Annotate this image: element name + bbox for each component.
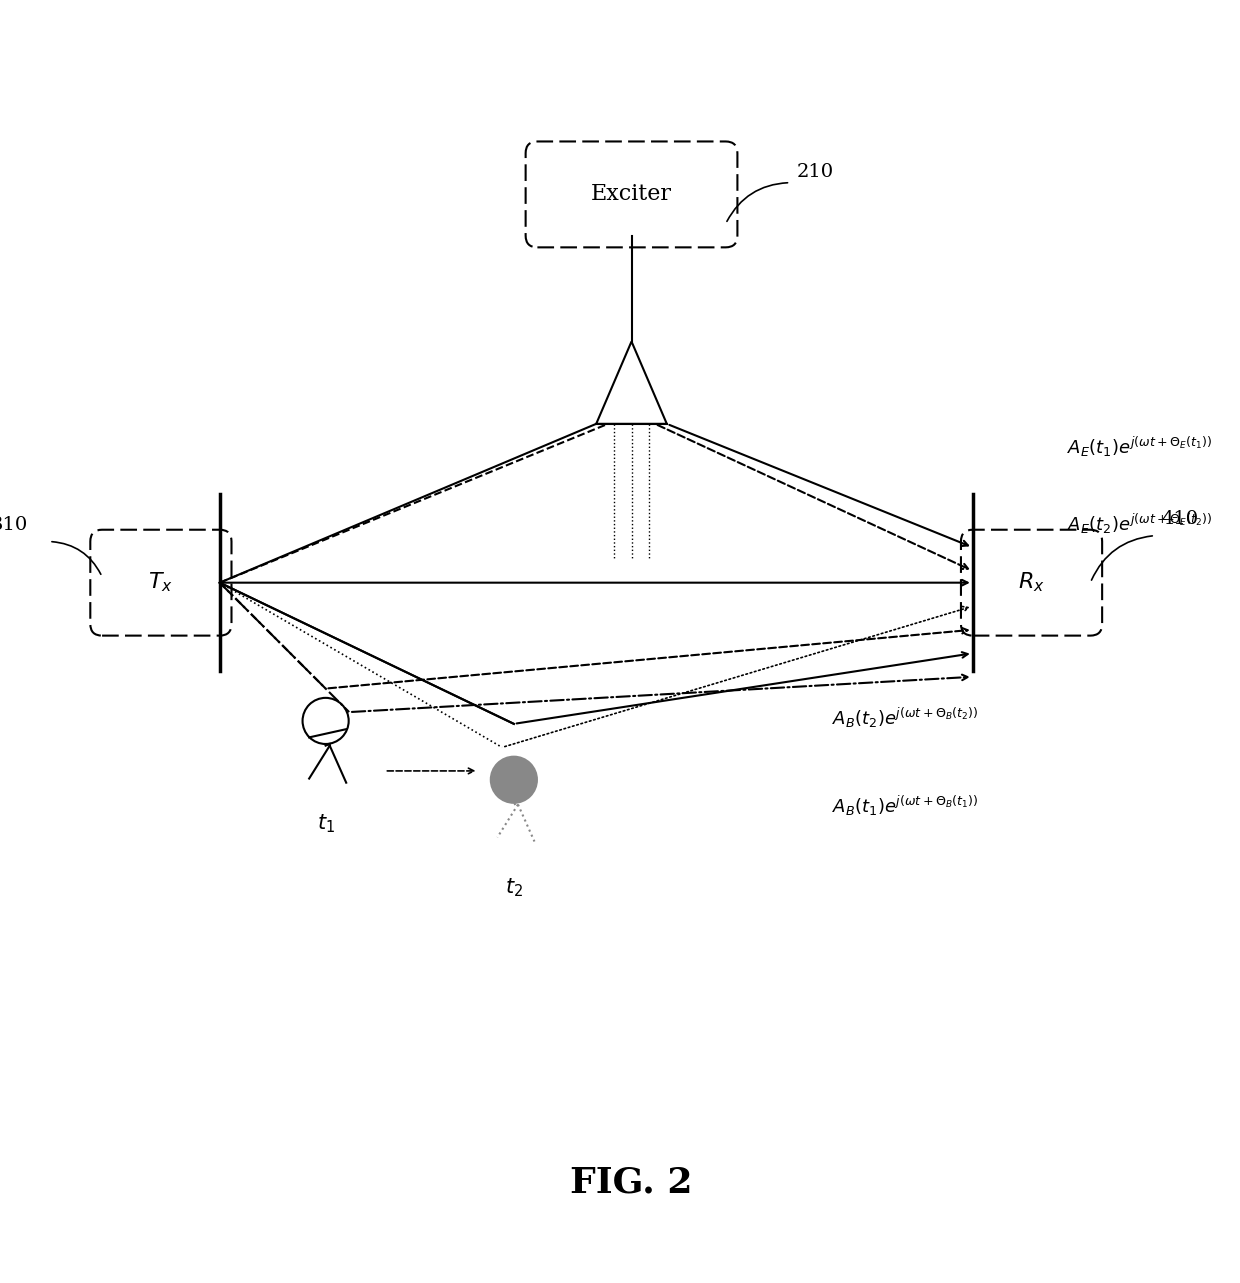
Text: $T_x$: $T_x$ [149, 571, 174, 594]
FancyBboxPatch shape [91, 530, 232, 635]
Text: $t_1$: $t_1$ [316, 812, 335, 835]
Text: $A_E(t_1)e^{j(\omega t+\Theta_E(t_1))}$: $A_E(t_1)e^{j(\omega t+\Theta_E(t_1))}$ [1066, 435, 1211, 459]
Text: 210: 210 [796, 163, 833, 181]
Text: 410: 410 [1161, 509, 1198, 527]
Text: $A_E(t_2)e^{j(\omega t+\Theta_E(t_2))}$: $A_E(t_2)e^{j(\omega t+\Theta_E(t_2))}$ [1066, 512, 1211, 536]
Text: $t_2$: $t_2$ [505, 876, 523, 899]
Text: FIG. 2: FIG. 2 [570, 1166, 693, 1200]
Polygon shape [596, 341, 667, 423]
FancyBboxPatch shape [526, 141, 738, 248]
Text: $A_B(t_1)e^{j(\omega t+\Theta_B(t_1))}$: $A_B(t_1)e^{j(\omega t+\Theta_B(t_1))}$ [832, 794, 978, 819]
Text: 310: 310 [0, 516, 27, 534]
Text: $A_B(t_2)e^{j(\omega t+\Theta_B(t_2))}$: $A_B(t_2)e^{j(\omega t+\Theta_B(t_2))}$ [832, 706, 978, 730]
Circle shape [491, 757, 537, 803]
FancyBboxPatch shape [961, 530, 1102, 635]
Text: $R_x$: $R_x$ [1018, 571, 1045, 594]
Text: Exciter: Exciter [591, 183, 672, 205]
